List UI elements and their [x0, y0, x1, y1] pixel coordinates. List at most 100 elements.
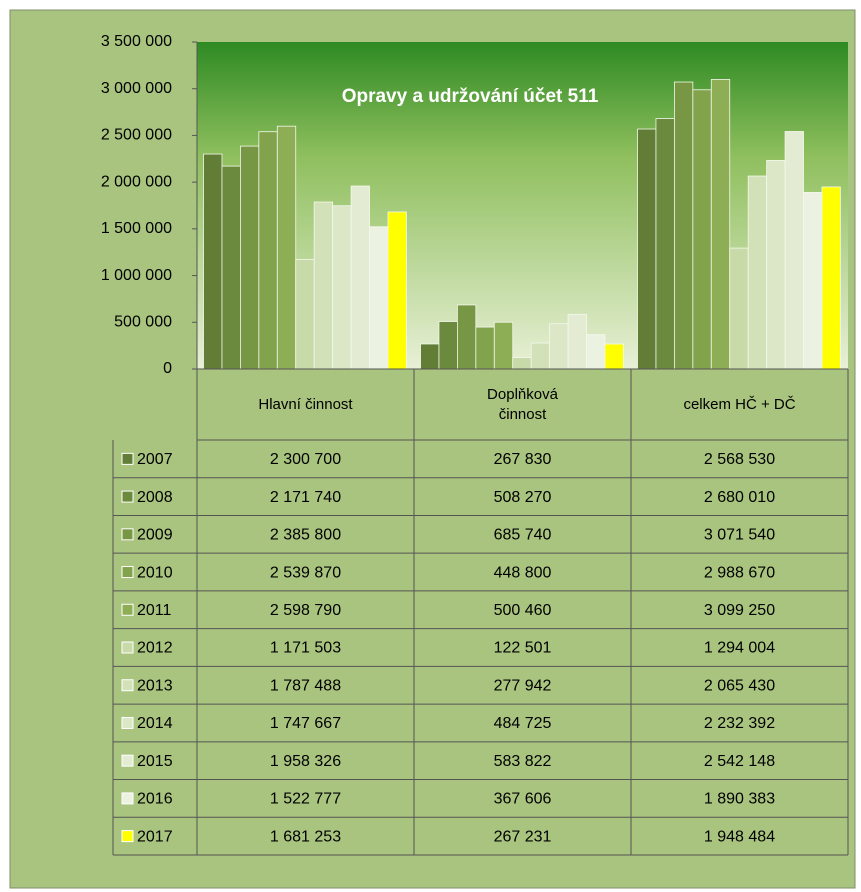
bar — [203, 153, 223, 370]
bar — [567, 314, 587, 370]
legend-swatch — [121, 830, 134, 843]
data-label: 685 740 — [494, 527, 552, 544]
bar — [530, 342, 551, 370]
bar — [729, 247, 749, 370]
chart-title: Opravy a udržování účet 511 — [342, 86, 599, 107]
bar — [475, 326, 495, 370]
y-tick-label: 2 000 000 — [101, 173, 172, 190]
y-tick-label: 3 500 000 — [101, 33, 172, 50]
data-label: 583 822 — [494, 753, 552, 770]
data-label: 1 171 503 — [270, 640, 341, 657]
legend-label: 2016 — [137, 791, 173, 808]
data-label: 2 542 148 — [704, 753, 775, 770]
data-label: 2 680 010 — [704, 489, 775, 506]
y-tick-label: 1 500 000 — [101, 220, 172, 237]
legend-swatch — [121, 528, 134, 541]
bar — [655, 118, 675, 370]
data-label: 1 948 484 — [704, 828, 775, 845]
category-cell: Doplňková činnost — [414, 369, 631, 440]
data-label: 2 065 430 — [704, 677, 775, 694]
bar — [387, 211, 407, 370]
data-label: 2 568 530 — [704, 451, 775, 468]
legend-swatch — [121, 603, 134, 616]
data-label: 1 294 004 — [704, 640, 775, 657]
bar — [803, 191, 823, 370]
legend-label: 2008 — [137, 489, 173, 506]
data-label: 367 606 — [494, 791, 552, 808]
x-tick-label: Doplňková činnost — [487, 385, 558, 423]
legend-swatch — [121, 641, 134, 654]
category-cell: celkem HČ + DČ — [683, 395, 796, 413]
data-label: 267 830 — [494, 451, 552, 468]
legend-swatch — [121, 490, 134, 503]
data-label: 1 958 326 — [270, 753, 341, 770]
legend-swatch — [121, 452, 134, 465]
y-tick-label: 1 000 000 — [101, 267, 172, 284]
bar — [456, 304, 477, 370]
category-cell: Hlavní činnost — [197, 369, 414, 440]
data-label: 2 300 700 — [270, 451, 341, 468]
bar — [586, 334, 606, 370]
bar — [821, 186, 841, 370]
bar — [239, 145, 260, 370]
data-label: 1 890 383 — [704, 791, 775, 808]
bar — [710, 79, 731, 370]
bar — [350, 185, 370, 370]
legend-label: 2010 — [137, 564, 173, 581]
x-tick-label: Hlavní činnost — [258, 395, 353, 413]
data-label: 448 800 — [494, 564, 552, 581]
bar — [784, 131, 804, 370]
data-label: 2 598 790 — [270, 602, 341, 619]
legend-swatch — [121, 716, 134, 729]
data-label: 1 681 253 — [270, 828, 341, 845]
bar — [747, 175, 768, 370]
y-tick-label: 3 000 000 — [101, 80, 172, 97]
legend-label: 2015 — [137, 753, 173, 770]
bar — [637, 128, 657, 370]
data-label: 1 747 667 — [270, 715, 341, 732]
bar — [369, 226, 389, 370]
legend-swatch — [121, 754, 134, 767]
data-label: 122 501 — [494, 640, 552, 657]
bar — [420, 343, 440, 370]
bar — [674, 81, 694, 370]
bar — [604, 343, 624, 370]
data-label: 484 725 — [494, 715, 552, 732]
legend-swatch — [121, 566, 134, 579]
bar — [295, 259, 315, 370]
bar — [549, 323, 569, 370]
bar — [493, 321, 514, 370]
legend-label: 2014 — [137, 715, 173, 732]
bar — [258, 131, 278, 370]
data-label: 1 787 488 — [270, 677, 341, 694]
bar — [766, 160, 786, 370]
legend-label: 2007 — [137, 451, 173, 468]
data-label: 3 099 250 — [704, 602, 775, 619]
y-tick-label: 0 — [163, 360, 172, 377]
legend-swatch — [121, 792, 134, 805]
legend-label: 2013 — [137, 677, 173, 694]
legend-swatch — [121, 679, 134, 692]
data-label: 500 460 — [494, 602, 552, 619]
bar — [438, 321, 458, 370]
data-label: 508 270 — [494, 489, 552, 506]
data-label: 2 232 392 — [704, 715, 775, 732]
legend-label: 2011 — [137, 602, 172, 619]
data-label: 3 071 540 — [704, 527, 775, 544]
bar — [313, 201, 334, 370]
y-tick-label: 2 500 000 — [101, 127, 172, 144]
bar — [692, 89, 712, 370]
data-label: 2 988 670 — [704, 564, 775, 581]
data-label: 2 171 740 — [270, 489, 341, 506]
bar — [332, 205, 352, 370]
x-tick-label: celkem HČ + DČ — [683, 395, 796, 413]
y-tick-label: 500 000 — [114, 314, 172, 331]
data-label: 2 385 800 — [270, 527, 341, 544]
data-label: 1 522 777 — [270, 791, 341, 808]
legend-label: 2009 — [137, 527, 173, 544]
category-cell: Hlavní činnost — [197, 369, 414, 440]
bar — [221, 165, 241, 370]
data-label: 277 942 — [494, 677, 552, 694]
legend-label: 2017 — [137, 828, 173, 845]
